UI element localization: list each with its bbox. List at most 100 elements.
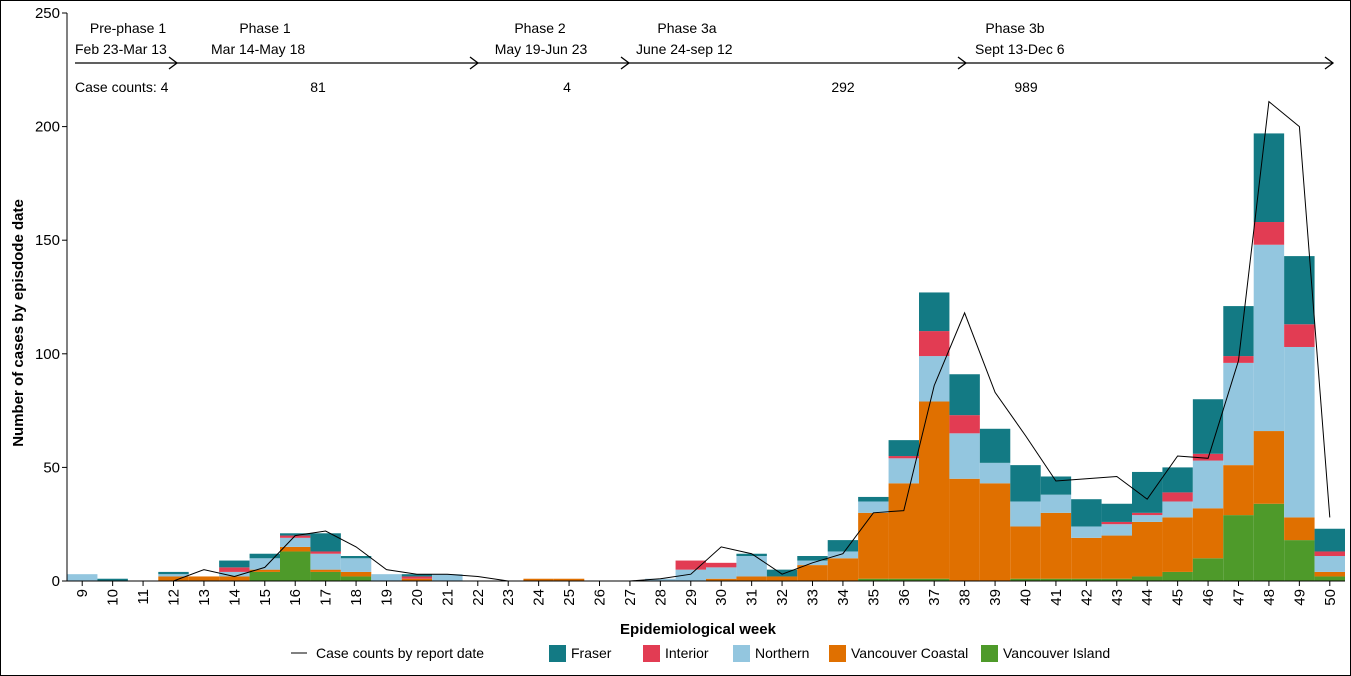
bar-47-fraser (1223, 306, 1254, 357)
x-tick-label-12: 12 (166, 589, 183, 606)
bar-32-vancouver-coastal (766, 576, 798, 581)
bar-36-northern (888, 458, 919, 484)
bar-42-vancouver-island (1071, 578, 1102, 581)
bar-49-vancouver-coastal (1284, 517, 1315, 541)
bar-45-northern (1162, 501, 1193, 518)
bar-50-vancouver-island (1314, 576, 1345, 581)
bar-16-northern (280, 537, 311, 547)
phase-name-2: Phase 2 (514, 20, 566, 36)
bar-43-vancouver-coastal (1101, 535, 1132, 579)
legend-swatch-fraser (549, 645, 566, 662)
phase-count-3: 292 (831, 79, 855, 95)
phase-arrowhead-1 (469, 56, 480, 70)
bar-48-interior (1253, 222, 1285, 245)
x-tick-label-46: 46 (1200, 589, 1217, 606)
bar-42-vancouver-coastal (1071, 537, 1102, 579)
legend-label-vancouver-island: Vancouver Island (1003, 645, 1110, 661)
legend-swatch-vancouver-coastal (829, 645, 846, 662)
legend-label-interior: Interior (665, 645, 709, 661)
y-tick-label-50: 50 (43, 459, 60, 476)
x-tick-label-10: 10 (105, 589, 122, 606)
bar-40-northern (1010, 501, 1041, 527)
x-tick-label-31: 31 (744, 589, 761, 606)
x-tick-label-50: 50 (1322, 589, 1339, 606)
y-tick-label-200: 200 (35, 119, 60, 136)
x-tick-label-35: 35 (865, 589, 882, 606)
legend-swatch-northern (733, 645, 750, 662)
legend-label-report-date: Case counts by report date (316, 645, 484, 661)
x-tick-label-14: 14 (226, 589, 243, 606)
bar-17-vancouver-coastal (310, 569, 341, 572)
bar-38-interior (949, 415, 980, 434)
bar-35-vancouver-coastal (858, 512, 889, 579)
bar-12-vancouver-coastal (158, 576, 189, 581)
bar-46-fraser (1192, 399, 1224, 454)
bar-31-fraser (736, 553, 767, 557)
bar-43-vancouver-island (1101, 578, 1132, 581)
x-tick-label-27: 27 (622, 589, 639, 606)
bar-44-fraser (1132, 471, 1163, 513)
x-tick-label-13: 13 (196, 589, 213, 606)
x-tick-label-28: 28 (652, 589, 669, 606)
phase-dates-3: June 24-sep 12 (636, 41, 733, 57)
bar-36-fraser (888, 440, 919, 457)
y-axis-label: Number of cases by episdode date (10, 199, 27, 447)
x-tick-label-33: 33 (805, 589, 822, 606)
bar-40-vancouver-coastal (1010, 526, 1041, 579)
bar-45-fraser (1162, 467, 1193, 493)
y-tick-label-150: 150 (35, 232, 60, 249)
bar-17-interior (310, 551, 341, 554)
stacked-bars (67, 133, 1345, 581)
bar-41-vancouver-island (1040, 578, 1072, 581)
bar-14-vancouver-coastal (219, 576, 250, 581)
bar-16-vancouver-coastal (280, 546, 311, 552)
bar-36-vancouver-coastal (888, 483, 919, 579)
phase-count-1: 81 (310, 79, 326, 95)
bar-31-northern (736, 556, 767, 577)
phase-arrowhead-3 (957, 56, 968, 70)
x-tick-label-47: 47 (1231, 589, 1248, 606)
bar-20-interior (401, 576, 433, 579)
x-tick-label-41: 41 (1048, 589, 1065, 606)
bar-29-northern (675, 569, 706, 581)
axes: 0 50 100 150 200 250 9 10 11 12 13 14 15 16 17 18 19 20 21… (35, 5, 1345, 606)
bar-45-interior (1162, 492, 1193, 502)
bar-45-vancouver-island (1162, 571, 1193, 581)
bar-38-northern (949, 433, 980, 479)
bar-46-vancouver-coastal (1192, 508, 1224, 559)
bar-48-northern (1253, 244, 1285, 432)
report-date-line (82, 100, 1331, 582)
y-tick-label-250: 250 (35, 5, 60, 22)
x-tick-label-40: 40 (1018, 589, 1035, 606)
legend-label-fraser: Fraser (571, 645, 612, 661)
bar-41-northern (1040, 494, 1072, 513)
x-tick-label-42: 42 (1078, 589, 1095, 606)
bar-14-interior (219, 567, 250, 572)
x-tick-label-49: 49 (1291, 589, 1308, 606)
bar-41-fraser (1040, 476, 1072, 495)
legend-swatch-vancouver-island (981, 645, 998, 662)
bar-17-fraser (310, 533, 341, 552)
bar-14-northern (219, 571, 250, 577)
bar-25-vancouver-coastal (553, 578, 585, 581)
bar-42-northern (1071, 526, 1102, 538)
bar-18-vancouver-island (340, 576, 372, 581)
bar-44-northern (1132, 515, 1163, 522)
bar-20-vancouver-coastal (401, 578, 433, 581)
bar-39-fraser (979, 428, 1011, 463)
bar-50-vancouver-coastal (1314, 571, 1345, 577)
bar-33-vancouver-coastal (797, 565, 828, 581)
bar-35-northern (858, 501, 889, 513)
bar-34-fraser (827, 540, 859, 552)
bar-49-interior (1284, 324, 1315, 347)
x-tick-label-44: 44 (1139, 589, 1156, 606)
bar-30-vancouver-coastal (706, 578, 737, 581)
bar-46-vancouver-island (1192, 558, 1224, 581)
bar-42-fraser (1071, 499, 1102, 527)
x-tick-label-23: 23 (500, 589, 517, 606)
bar-12-fraser (158, 571, 189, 575)
bar-30-northern (706, 567, 737, 579)
bar-13-vancouver-coastal (188, 576, 220, 581)
x-tick-label-11: 11 (135, 589, 152, 605)
x-tick-label-38: 38 (957, 589, 974, 606)
